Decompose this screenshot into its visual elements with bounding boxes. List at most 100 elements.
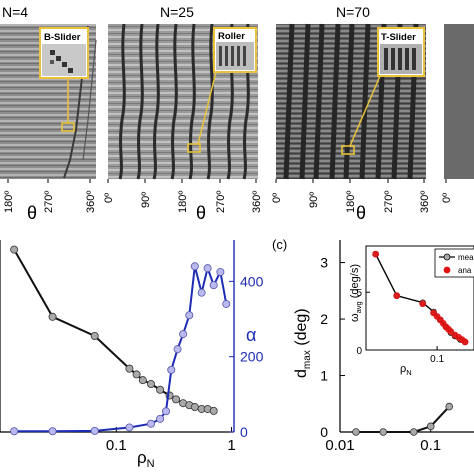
inset-x-tick-label: 0.1 [430, 354, 444, 365]
data-point [209, 281, 218, 290]
legend-entry: ana [458, 266, 472, 275]
kymograph-panel-n70: N=70 T-Slider [271, 4, 431, 223]
series-blue [10, 262, 231, 436]
data-point [190, 403, 199, 412]
chart-dmax: (c) 0 1 2 3 0.01 0.1 dmax (deg) 05 0.1 ωavg … [272, 237, 474, 454]
axis-symbol: θ [356, 203, 366, 223]
tick-label: 360º [85, 191, 97, 213]
tick-label: 360º [419, 191, 431, 213]
tick-label: 270º [215, 191, 227, 213]
tick-label: 270º [43, 191, 55, 213]
right-axis-ticks: 0 200 400 [229, 273, 264, 440]
data-point [90, 331, 99, 340]
zoom-box [341, 145, 355, 155]
right-tick-label: 200 [240, 349, 264, 365]
y-axis-ticks: 0 1 2 3 [320, 255, 345, 440]
data-point [10, 245, 19, 254]
inset-t-slider: T-Slider [377, 27, 425, 77]
inset-roller: Roller [213, 27, 257, 73]
x-axis-label: ρN [137, 448, 155, 470]
data-point [167, 365, 176, 374]
zoom-box [187, 143, 201, 153]
inset-data-point [419, 300, 427, 308]
inset-chart-omega: 05 0.1 ωavg (deg/s) ρN mea ana [349, 245, 474, 377]
tick-label: 0º [271, 193, 283, 203]
data-point [146, 379, 155, 388]
inset-x-label: ρN [400, 363, 412, 377]
series-black [10, 245, 218, 415]
kymograph-image [444, 24, 474, 179]
data-point [90, 426, 99, 435]
data-point [197, 288, 206, 297]
right-tick-label: 400 [240, 273, 264, 289]
x-axis-ticks: 0.1 1 [106, 427, 236, 454]
data-point [48, 427, 57, 436]
data-point [209, 406, 218, 415]
inset-legend: mea ana [434, 248, 474, 278]
x-axis-ticks: 180º 270º 360º [3, 179, 97, 213]
tick-label: 0º [441, 193, 453, 203]
data-point [409, 428, 418, 436]
right-tick-label: 0 [240, 424, 248, 440]
inset-data-point [461, 338, 469, 346]
data-point [445, 402, 454, 411]
data-point [179, 330, 188, 339]
inset-series-ana [372, 250, 469, 346]
data-point [138, 376, 147, 385]
legend-marker [443, 266, 451, 274]
data-point [426, 422, 435, 431]
panel-label: (c) [272, 237, 287, 252]
axis-symbol: θ [196, 203, 206, 223]
data-point [379, 428, 388, 436]
kymograph-panel-n4: N=4 B-Slider 180º [0, 4, 97, 223]
data-point [352, 428, 360, 436]
tick-label: 360º [251, 191, 263, 213]
data-point [146, 419, 155, 428]
inset-data-point [393, 292, 401, 300]
data-point [132, 370, 141, 379]
data-point [10, 427, 19, 436]
data-point [216, 267, 225, 276]
x-tick-label: 1 [227, 437, 235, 454]
x-tick-label: 0.01 [325, 437, 354, 454]
data-point [156, 385, 165, 394]
x-axis-ticks: 0º 90º 180º 270º 360º [271, 179, 431, 213]
inset-y-tick-label: 0 [356, 346, 362, 357]
series-dmax [352, 402, 454, 436]
x-tick-label: 0.1 [420, 437, 441, 454]
tick-label: 180º [177, 191, 189, 213]
data-point [125, 423, 134, 432]
y-tick-label: 2 [320, 311, 328, 327]
zoom-box [61, 122, 75, 132]
data-point [173, 345, 182, 354]
x-axis-ticks: 0º 90º 180º 270º 360º [103, 179, 263, 213]
data-point [190, 262, 199, 271]
data-point [172, 395, 181, 404]
inset-label: T-Slider [381, 32, 416, 43]
legend-marker [443, 253, 451, 261]
data-point [203, 264, 212, 273]
panel-n-label: N=70 [336, 4, 370, 20]
kymograph-panel-n25: N=25 Roller [103, 4, 263, 223]
slider-trajectory [82, 39, 97, 161]
zoom-connector [349, 75, 381, 147]
axis-symbol: θ [27, 203, 37, 223]
axes-frame [0, 240, 235, 433]
x-axis-ticks: 0.01 0.1 [325, 427, 441, 454]
y-tick-label: 3 [320, 255, 328, 271]
y-tick-label: 1 [320, 368, 328, 384]
y-axis-label: dmax (deg) [293, 308, 313, 378]
tick-label: 180º [3, 191, 15, 213]
y-tick-label: 0 [320, 424, 328, 440]
inset-x-ticks: 0.1 [430, 346, 445, 365]
inset-data-point [372, 250, 380, 258]
inset-label: B-Slider [44, 32, 81, 43]
legend-entry: mea [458, 253, 474, 262]
series-line [355, 405, 450, 433]
x-tick-label: 0.1 [106, 437, 127, 454]
data-point [185, 311, 194, 320]
tick-label: 180º [345, 191, 357, 213]
inset-label: Roller [218, 31, 245, 42]
data-point [156, 414, 165, 423]
